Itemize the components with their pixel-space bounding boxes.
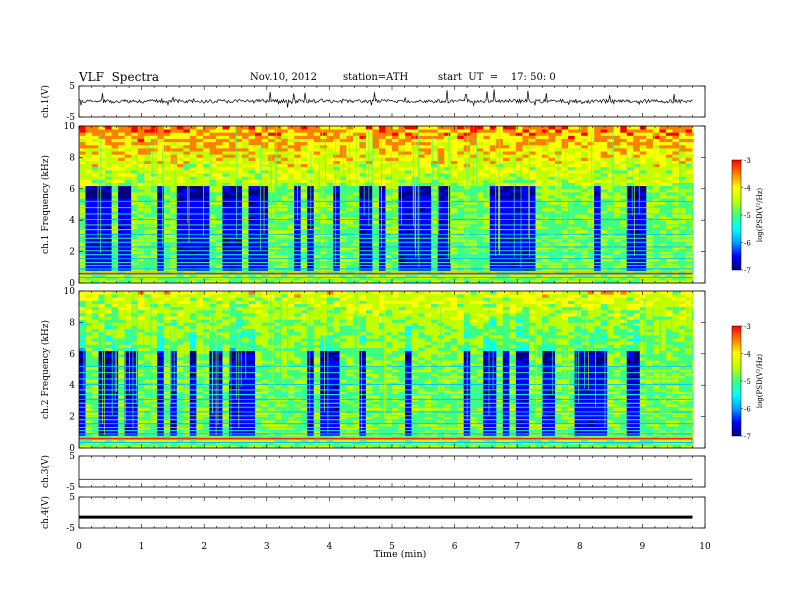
y-tick-label: 0 (69, 444, 75, 454)
x-tick-label: 5 (389, 542, 395, 552)
y-tick-label: 5 (69, 82, 75, 92)
x-axis-title: Time (min) (374, 549, 427, 560)
ch2-colorbar: -3 -4 -5 -6 -7 log(PSD(V²/Hz) (731, 323, 764, 441)
y-axis-title: ch.1(V) (40, 85, 51, 118)
y-tick-label: 8 (69, 153, 75, 163)
x-tick-label: 7 (514, 542, 520, 552)
y-axis-title: ch.1 Frequency (kHz) (40, 155, 51, 254)
y-axis-title: ch.3(V) (40, 455, 51, 488)
y-tick-label: 2 (69, 413, 75, 423)
x-tick-label: 8 (577, 542, 583, 552)
y-tick-label: -5 (66, 113, 75, 123)
figure-title: VLF Spectra (79, 70, 160, 84)
colorbar-tick-label: -7 (744, 433, 751, 441)
station-label: station=ATH (343, 72, 409, 83)
y-tick-label: -5 (66, 483, 75, 493)
x-tick-label: 4 (327, 542, 333, 552)
colorbar-title: log(PSD(V²/Hz) (756, 188, 764, 243)
y-axis-title: ch.2 Frequency (kHz) (40, 320, 51, 419)
ch2-spectrogram-plot (79, 291, 706, 449)
colorbar-tick-label: -5 (744, 212, 751, 220)
ch4-waveform-frame (78, 496, 706, 529)
x-tick-label: 3 (264, 542, 270, 552)
x-tick-label: 1 (139, 542, 145, 552)
y-tick-label: 6 (69, 350, 75, 360)
y-tick-label: 0 (69, 279, 75, 289)
x-tick-label: 6 (452, 542, 458, 552)
colorbar-tick-label: -6 (744, 240, 751, 248)
x-tick-label: 9 (640, 542, 646, 552)
y-tick-label: -5 (66, 524, 75, 534)
y-tick-label: 4 (69, 216, 75, 226)
waveform-traces (78, 89, 693, 519)
ch1-spectrogram-plot (78, 126, 706, 284)
x-tick-label: 10 (699, 542, 711, 552)
colorbar-tick-label: -5 (744, 378, 751, 386)
y-tick-label: 8 (69, 318, 75, 328)
colorbar-tick-label: -3 (744, 157, 751, 165)
y-tick-label: 4 (69, 381, 75, 391)
y-tick-label: 5 (69, 452, 75, 462)
ch1-series-line (78, 89, 693, 108)
colorbar-tick-label: -4 (744, 185, 751, 193)
x-tick-label: 0 (76, 542, 82, 552)
colorbar-tick-label: -7 (744, 267, 751, 275)
colorbar-tick-label: -6 (744, 406, 751, 414)
y-tick-label: 10 (64, 122, 76, 132)
y-tick-label: 2 (69, 248, 75, 258)
colorbar-title: log(PSD(V²/Hz) (756, 354, 764, 409)
y-tick-label: 10 (64, 287, 76, 297)
y-axis-title: ch.4(V) (40, 496, 51, 529)
date-label: Nov.10, 2012 (250, 72, 317, 83)
colorbar-tick-label: -4 (744, 351, 751, 359)
y-tick-label: 5 (69, 493, 75, 503)
y-tick-label: 6 (69, 185, 75, 195)
ch1-colorbar: -3 -4 -5 -6 -7 log(PSD(V²/Hz) (731, 157, 764, 275)
x-tick-label: 2 (201, 542, 207, 552)
ch3-waveform-frame (78, 455, 706, 488)
colorbar-tick-label: -3 (744, 323, 751, 331)
start-ut-label: start UT = 17: 50: 0 (438, 72, 556, 83)
axis-ticks (78, 85, 706, 529)
